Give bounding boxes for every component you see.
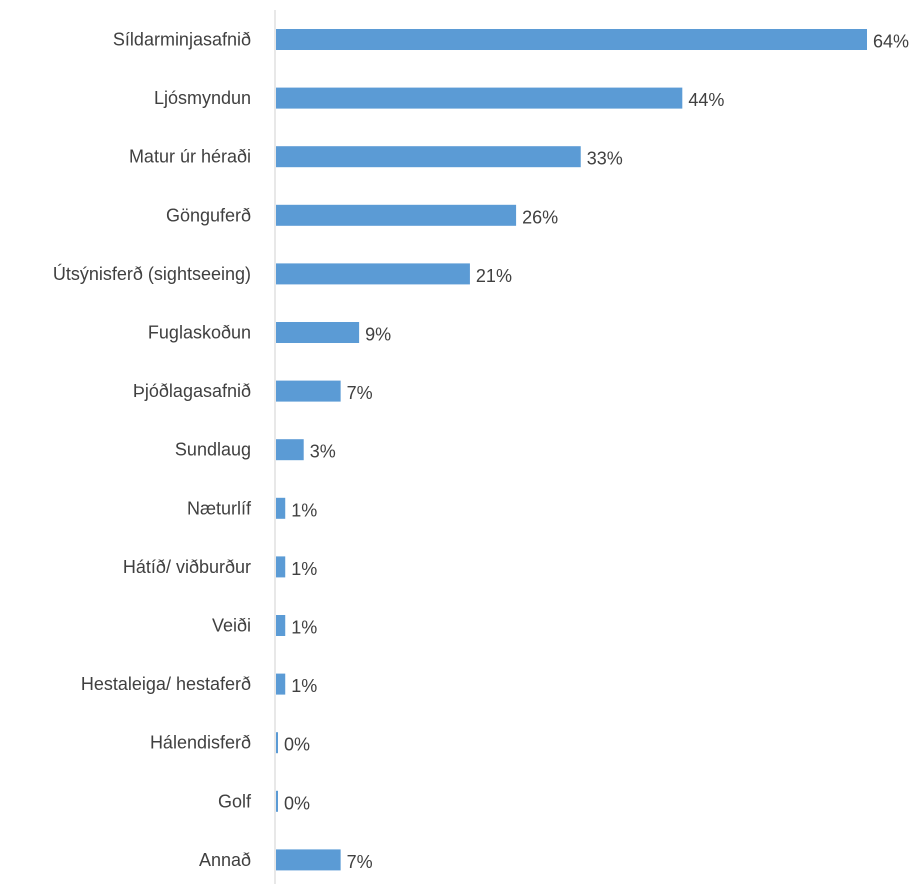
value-label-14: 7%	[347, 852, 373, 872]
category-label-2: Matur úr héraði	[129, 147, 251, 167]
bar-1	[276, 87, 683, 109]
bar-6	[276, 380, 341, 402]
bar-12	[276, 732, 278, 754]
bar-4	[276, 263, 470, 285]
value-label-10: 1%	[291, 618, 317, 638]
bar-9	[276, 556, 286, 578]
category-label-8: Næturlíf	[187, 498, 252, 518]
bar-0	[276, 29, 867, 50]
bars-layer	[276, 29, 867, 871]
value-label-8: 1%	[291, 500, 317, 520]
value-label-7: 3%	[310, 442, 336, 462]
category-label-7: Sundlaug	[175, 440, 251, 460]
category-label-10: Veiði	[212, 616, 251, 636]
bar-5	[276, 322, 360, 343]
category-label-3: Gönguferð	[166, 205, 251, 225]
bar-14	[276, 849, 341, 871]
category-label-6: Þjóðlagasafnið	[133, 381, 251, 401]
category-label-0: Síldarminjasafnið	[113, 30, 251, 50]
bar-11	[276, 673, 286, 695]
value-label-11: 1%	[291, 676, 317, 696]
value-label-0: 64%	[873, 32, 909, 52]
bar-7	[276, 439, 304, 461]
bar-2	[276, 146, 581, 168]
value-label-1: 44%	[688, 90, 724, 110]
bar-8	[276, 497, 286, 519]
category-label-1: Ljósmyndun	[154, 88, 251, 108]
bar-10	[276, 615, 286, 636]
value-label-6: 7%	[347, 383, 373, 403]
category-label-12: Hálendisferð	[150, 733, 251, 753]
category-label-13: Golf	[218, 791, 252, 811]
category-label-5: Fuglaskoðun	[148, 323, 251, 343]
category-label-9: Hátíð/ viðburður	[123, 557, 251, 577]
bar-13	[276, 790, 278, 812]
category-label-11: Hestaleiga/ hestaferð	[81, 674, 251, 694]
value-label-3: 26%	[522, 207, 558, 227]
value-labels: 64% 44% 33% 26% 21% 9% 7% 3% 1% 1% 1% 1% 0% 0% 7%	[284, 32, 909, 872]
value-label-4: 21%	[476, 266, 512, 286]
value-label-9: 1%	[291, 559, 317, 579]
value-label-12: 0%	[284, 735, 310, 755]
bar-3	[276, 204, 517, 226]
category-label-4: Útsýnisferð (sightseeing)	[53, 263, 251, 284]
value-label-5: 9%	[365, 325, 391, 345]
value-label-13: 0%	[284, 793, 310, 813]
value-label-2: 33%	[587, 149, 623, 169]
category-label-14: Annað	[199, 850, 251, 870]
category-labels: Síldarminjasafnið Ljósmyndun Matur úr héra…	[53, 30, 252, 870]
